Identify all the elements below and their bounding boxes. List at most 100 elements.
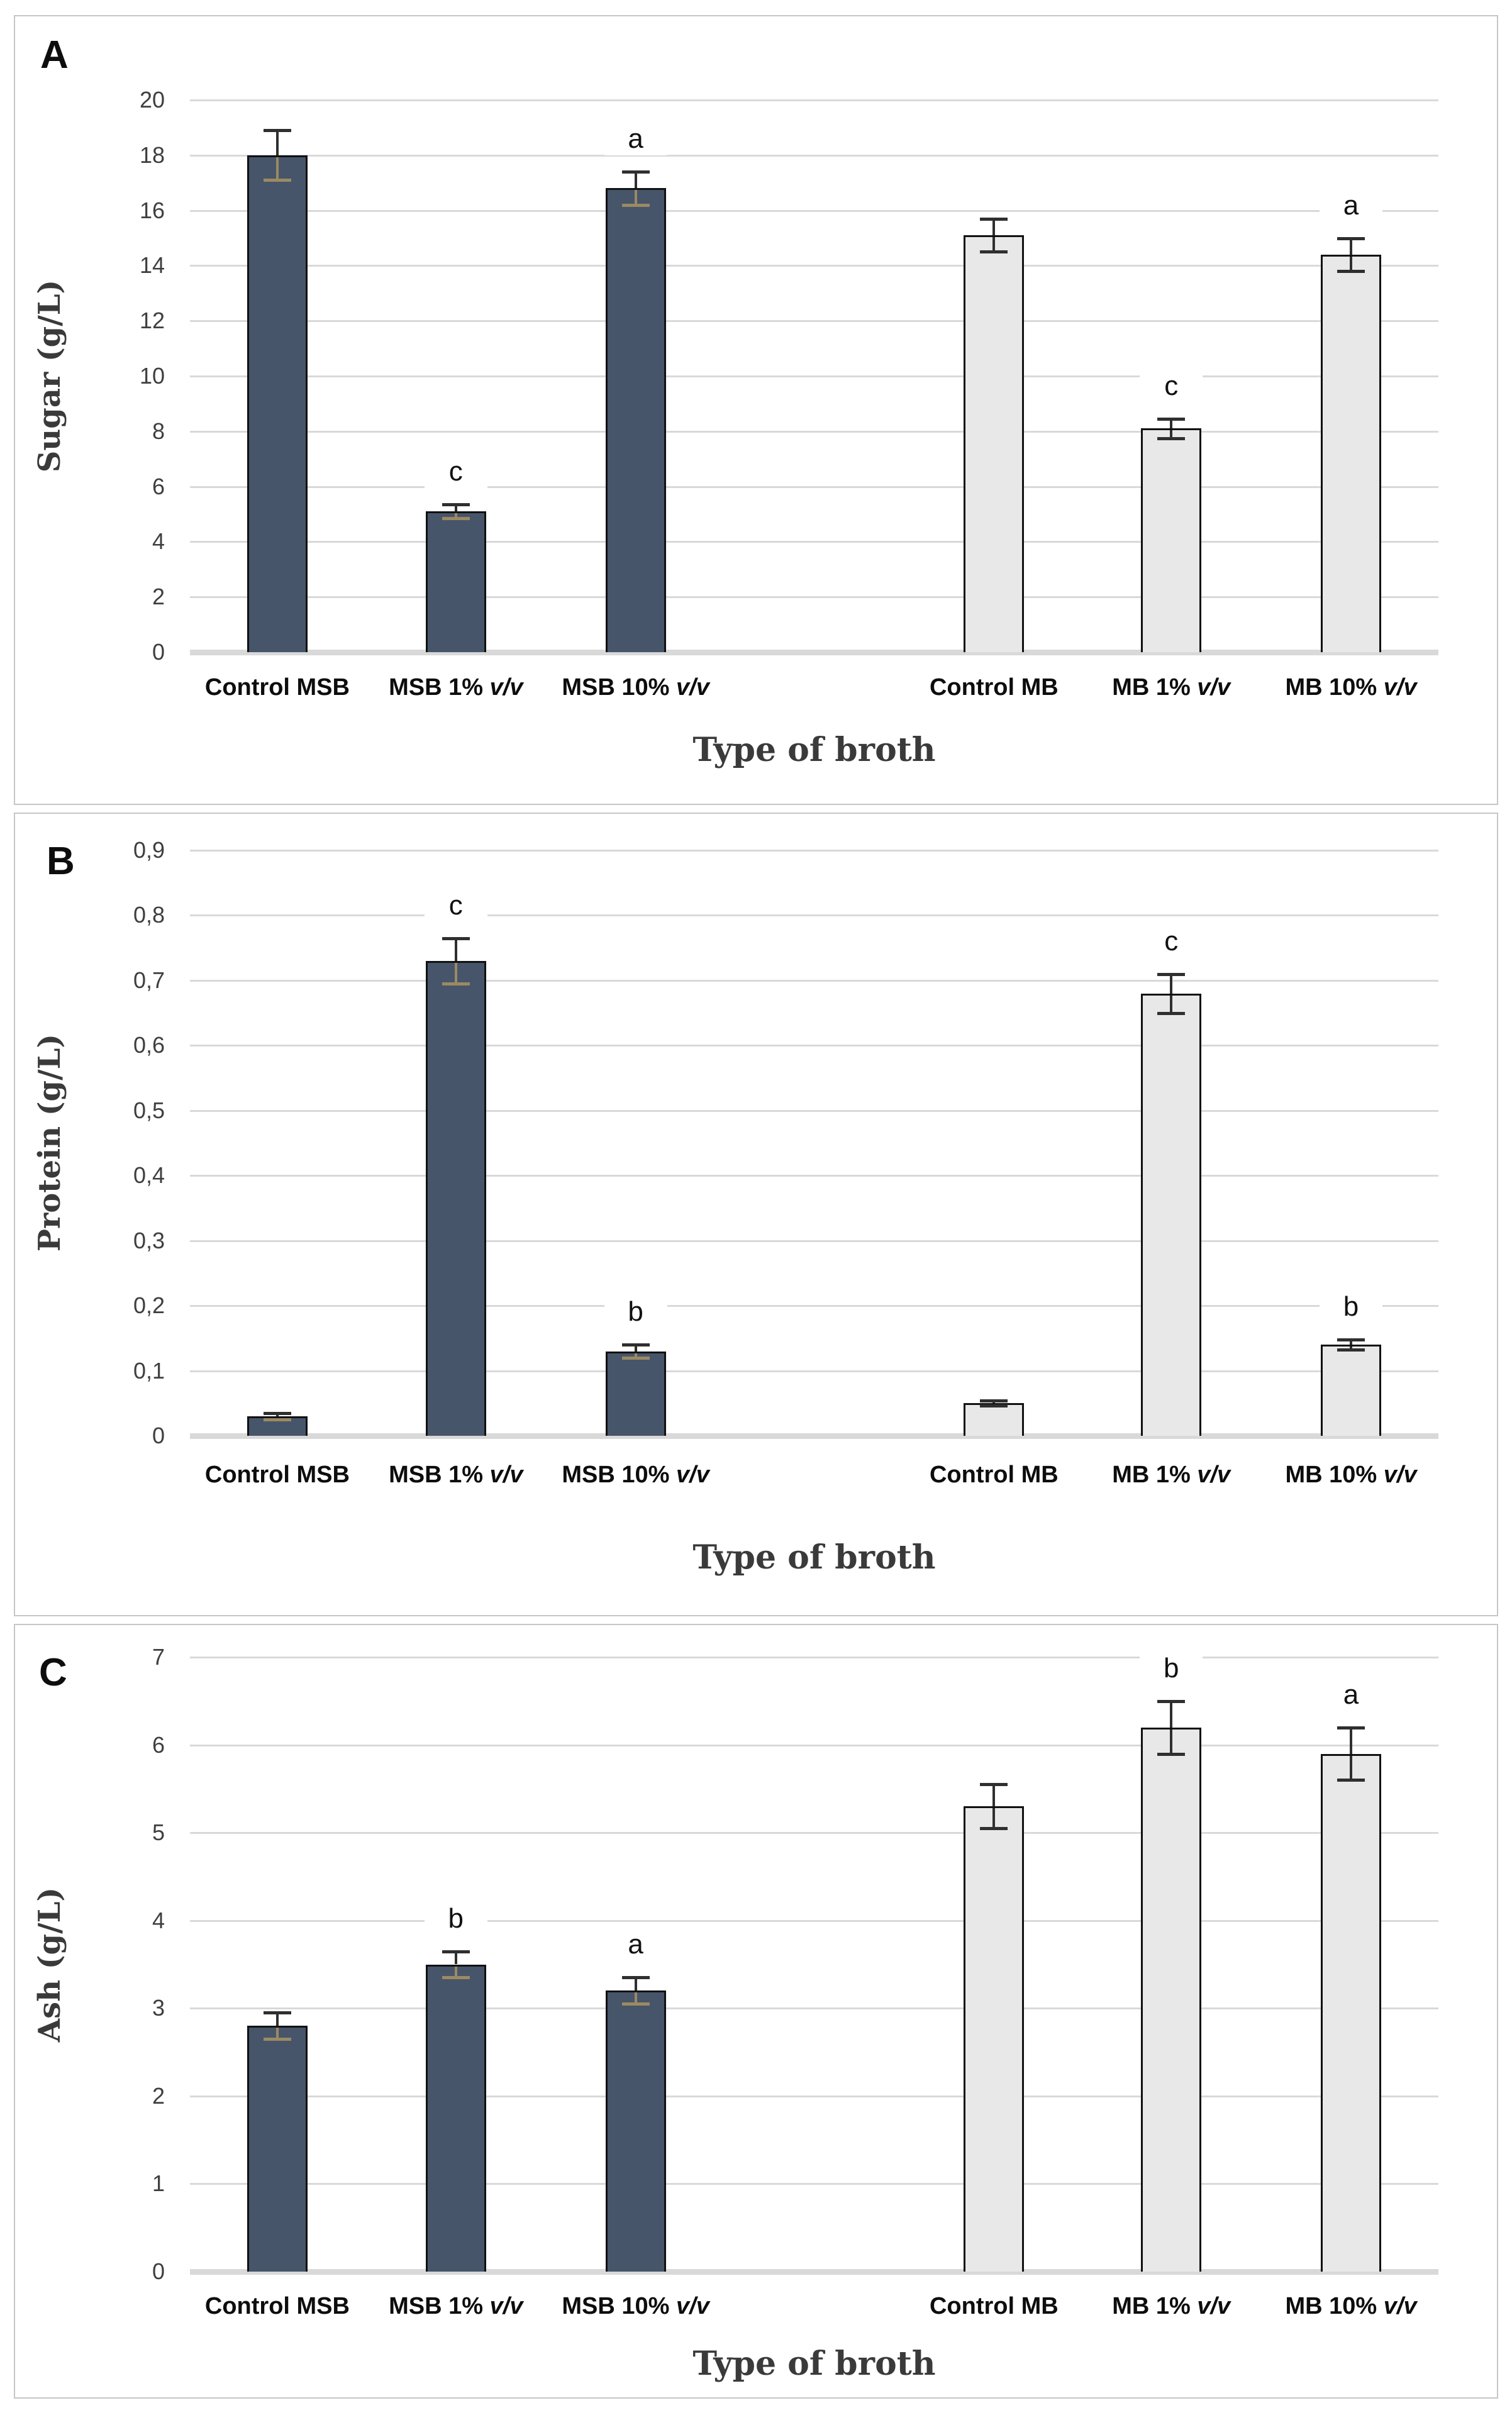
- error-bar-bottom-cap: [621, 203, 650, 207]
- significance-letter: b: [604, 1296, 667, 1329]
- x-category-label: MB 1% v/v: [1112, 674, 1231, 701]
- y-tick-label: 6: [152, 1731, 165, 1758]
- error-bar-upper-line: [454, 1951, 457, 1965]
- bar-msb-10-v-v: [605, 1351, 666, 1436]
- error-bar-lower-line: [634, 1992, 637, 2004]
- y-tick-label: 7: [152, 1644, 165, 1670]
- x-category-label: MB 10% v/v: [1285, 1462, 1417, 1488]
- y-tick-label: 3: [152, 1995, 165, 2021]
- error-bar-bottom-cap: [621, 2002, 650, 2006]
- error-bar-bottom-cap: [1337, 1348, 1365, 1352]
- grid-line: [190, 596, 1438, 599]
- bar-mb-1-v-v: [1141, 428, 1202, 652]
- x-category-label: MSB 10% v/v: [562, 2293, 709, 2319]
- bar-control-mb: [964, 1403, 1025, 1436]
- error-bar-bottom-cap: [263, 179, 291, 182]
- error-bar-upper-line: [1350, 1727, 1353, 1754]
- y-tick-label: 0,2: [133, 1292, 165, 1319]
- grid-line: [190, 1305, 1438, 1307]
- x-category-label: MSB 10% v/v: [562, 1462, 709, 1488]
- error-bar-lower-line: [454, 513, 457, 519]
- grid-line: [190, 154, 1438, 157]
- y-tick-label: 2: [152, 584, 165, 610]
- y-tick-label: 8: [152, 418, 165, 444]
- grid-line: [190, 1744, 1438, 1746]
- significance-letter: a: [604, 123, 667, 156]
- y-tick-label: 14: [139, 252, 165, 279]
- panel-letter: A: [40, 33, 69, 77]
- y-tick-label: 4: [152, 1907, 165, 1933]
- bar-mb-1-v-v: [1141, 993, 1202, 1436]
- bar-mb-10-v-v: [1321, 254, 1382, 652]
- grid-line: [190, 1370, 1438, 1372]
- x-category-label: Control MSB: [204, 1462, 350, 1488]
- error-bar-upper-line: [275, 1413, 279, 1416]
- error-bar-lower-line: [1170, 1729, 1173, 1754]
- error-bar-lower-line: [1350, 256, 1353, 272]
- error-bar-upper-line: [275, 130, 279, 155]
- error-bar-bottom-cap: [1157, 436, 1186, 440]
- y-tick-label: 12: [139, 308, 165, 334]
- grid-line: [190, 2007, 1438, 2010]
- error-bar-lower-line: [454, 962, 457, 984]
- bar-control-mb: [964, 1806, 1025, 2272]
- bar-msb-1-v-v: [425, 1964, 486, 2272]
- error-bar-bottom-cap: [980, 1827, 1008, 1831]
- error-bar-bottom-cap: [1157, 1752, 1186, 1756]
- error-bar-upper-line: [454, 938, 457, 961]
- grid-line: [190, 320, 1438, 323]
- x-category-label: MSB 1% v/v: [389, 2293, 523, 2319]
- x-category-label: Control MB: [929, 1462, 1059, 1488]
- y-tick-label: 0,4: [133, 1162, 165, 1189]
- y-tick-label: 0,3: [133, 1227, 165, 1253]
- y-tick-label: 0,5: [133, 1097, 165, 1123]
- y-tick-label: 0,9: [133, 837, 165, 863]
- y-tick-label: 16: [139, 197, 165, 223]
- x-axis-title: Type of broth: [692, 1538, 936, 1577]
- significance-letter: a: [604, 1928, 667, 1962]
- error-bar-upper-line: [1350, 1339, 1353, 1345]
- error-bar-upper-line: [992, 1401, 996, 1404]
- significance-letter: b: [1320, 1290, 1383, 1323]
- error-bar-lower-line: [1350, 1346, 1353, 1350]
- x-axis-title: Type of broth: [692, 2345, 936, 2383]
- grid-line: [190, 265, 1438, 267]
- error-bar-lower-line: [275, 157, 279, 180]
- grid-line: [190, 1109, 1438, 1112]
- grid-line: [190, 1832, 1438, 1835]
- error-bar-upper-line: [992, 218, 996, 236]
- error-bar-lower-line: [1170, 430, 1173, 438]
- grid-line: [190, 541, 1438, 543]
- x-category-label: MB 10% v/v: [1285, 2293, 1417, 2319]
- x-category-label: Control MB: [929, 674, 1059, 701]
- x-axis-baseline: [190, 2269, 1438, 2275]
- bar-control-msb: [247, 2026, 308, 2272]
- y-axis-title: Ash (g/L): [32, 1887, 67, 2043]
- y-tick-label: 0,6: [133, 1032, 165, 1058]
- grid-line: [190, 1045, 1438, 1047]
- significance-letter: c: [1140, 924, 1203, 958]
- x-category-label: MB 10% v/v: [1285, 674, 1417, 701]
- error-bar-upper-line: [634, 172, 637, 189]
- error-bar-lower-line: [992, 237, 996, 252]
- error-bar-lower-line: [1350, 1755, 1353, 1780]
- error-bar-upper-line: [1170, 1701, 1173, 1728]
- error-bar-lower-line: [634, 190, 637, 205]
- x-category-label: MB 1% v/v: [1112, 1462, 1231, 1488]
- error-bar-lower-line: [454, 1966, 457, 1978]
- panel-b: B Protein (g/L) 0 0,1 0,2 0,3 0,4 0,5 0,6 0,7 0,8 0…: [14, 813, 1498, 1616]
- error-bar-upper-line: [634, 1345, 637, 1352]
- y-tick-label: 0: [152, 639, 165, 665]
- error-bar-upper-line: [634, 1977, 637, 1991]
- bar-mb-1-v-v: [1141, 1727, 1202, 2272]
- y-tick-label: 5: [152, 1819, 165, 1846]
- significance-letter: c: [1140, 370, 1203, 403]
- x-category-label: Control MSB: [204, 674, 350, 701]
- y-tick-label: 4: [152, 528, 165, 555]
- x-category-label: Control MB: [929, 2293, 1059, 2319]
- error-bar-lower-line: [275, 2028, 279, 2040]
- bar-control-msb: [247, 155, 308, 652]
- error-bar-bottom-cap: [1337, 1779, 1365, 1782]
- y-tick-label: 10: [139, 363, 165, 389]
- panel-letter: C: [39, 1651, 67, 1694]
